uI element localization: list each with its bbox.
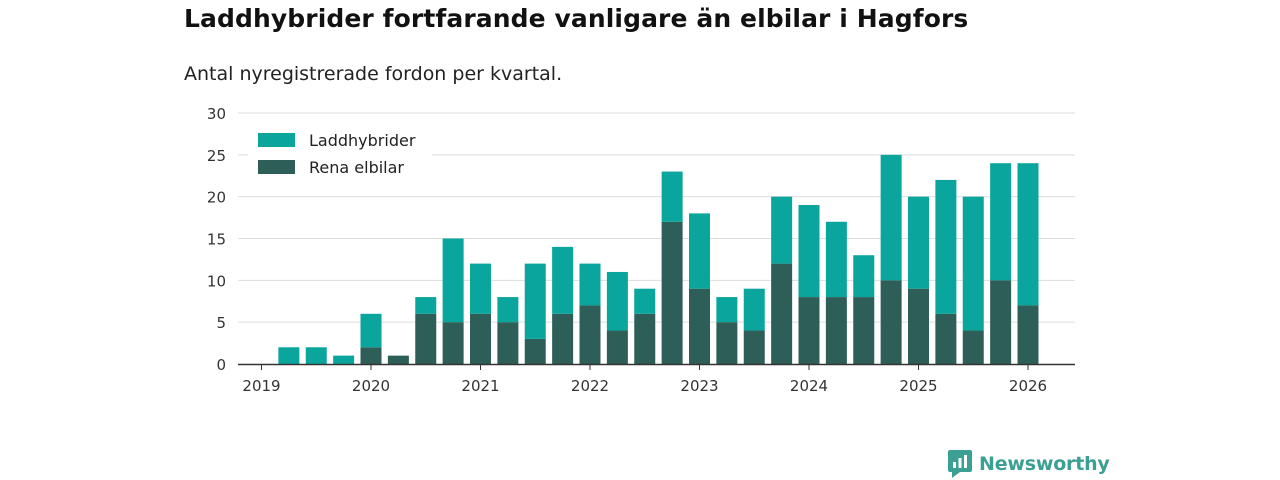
bar-rena-elbilar-2020-Q4 <box>442 322 464 364</box>
bar-rena-elbilar-2020-Q2 <box>387 355 409 364</box>
y-tick-label-20: 20 <box>207 189 226 207</box>
bar-laddhybrider-2024-Q3 <box>853 255 875 298</box>
x-axis: 2019 2020 2021 2022 2023 2024 2025 2026 <box>238 363 1075 395</box>
bar-laddhybrider-2023-Q2 <box>716 297 738 323</box>
bar-rena-elbilar-2025-Q1 <box>908 288 929 364</box>
bar-rena-elbilar-2021-Q2 <box>497 322 519 364</box>
x-tick-label-2020: 2020 <box>352 377 390 395</box>
bar-laddhybrider-2019-Q3 <box>305 347 327 364</box>
bars <box>278 154 1039 364</box>
newsworthy-logo: Newsworthy <box>948 450 1110 478</box>
x-tick-label-2019: 2019 <box>242 377 280 395</box>
legend-swatch-rena-elbilar <box>258 160 295 174</box>
bar-laddhybrider-2024-Q2 <box>825 221 847 298</box>
bar-rena-elbilar-2026-Q1 <box>1017 305 1039 364</box>
legend-label-laddhybrider: Laddhybrider <box>309 131 416 150</box>
bar-laddhybrider-2022-Q3 <box>634 288 656 314</box>
bar-rena-elbilar-2022-Q1 <box>579 305 601 364</box>
bar-rena-elbilar-2023-Q2 <box>716 322 738 364</box>
bar-rena-elbilar-2023-Q3 <box>743 330 765 364</box>
x-tick-label-2021: 2021 <box>461 377 499 395</box>
legend: Laddhybrider Rena elbilar <box>248 127 432 185</box>
bar-laddhybrider-2021-Q4 <box>552 246 574 314</box>
bar-laddhybrider-2023-Q3 <box>743 288 765 331</box>
bar-rena-elbilar-2024-Q4 <box>880 280 902 364</box>
bar-rena-elbilar-2024-Q3 <box>853 297 875 364</box>
newsworthy-logo-icon <box>948 450 972 478</box>
y-tick-label-5: 5 <box>216 314 226 332</box>
bar-laddhybrider-2021-Q3 <box>524 263 546 339</box>
bar-rena-elbilar-2021-Q1 <box>470 313 491 364</box>
x-tick-label-2023: 2023 <box>680 377 718 395</box>
bar-rena-elbilar-2025-Q2 <box>935 313 957 364</box>
bar-laddhybrider-2025-Q3 <box>962 196 984 331</box>
bar-laddhybrider-2021-Q2 <box>497 297 519 323</box>
bar-laddhybrider-2020-Q3 <box>415 297 437 314</box>
bar-rena-elbilar-2024-Q1 <box>798 297 820 364</box>
bar-laddhybrider-2019-Q2 <box>278 347 300 364</box>
bar-rena-elbilar-2021-Q4 <box>552 313 574 364</box>
bar-rena-elbilar-2020-Q1 <box>360 347 382 364</box>
y-tick-label-10: 10 <box>207 272 226 290</box>
bar-laddhybrider-2020-Q1 <box>360 313 382 348</box>
brand-name: Newsworthy <box>979 453 1110 475</box>
bar-rena-elbilar-2023-Q1 <box>689 288 710 364</box>
legend-swatch-laddhybrider <box>258 133 295 147</box>
bar-laddhybrider-2022-Q2 <box>606 271 628 331</box>
bar-laddhybrider-2020-Q4 <box>442 238 464 323</box>
bar-laddhybrider-2019-Q4 <box>333 355 355 364</box>
y-axis: 0 5 10 15 20 25 30 <box>207 105 226 374</box>
x-tick-label-2022: 2022 <box>571 377 609 395</box>
y-tick-label-15: 15 <box>207 231 226 249</box>
bar-rena-elbilar-2023-Q4 <box>771 263 793 364</box>
chart-subtitle: Antal nyregistrerade fordon per kvartal. <box>184 63 563 85</box>
bar-laddhybrider-2023-Q4 <box>771 196 793 264</box>
bar-laddhybrider-2025-Q4 <box>990 163 1012 281</box>
bar-laddhybrider-2026-Q1 <box>1017 163 1039 306</box>
x-tick-label-2026: 2026 <box>1009 377 1047 395</box>
bar-laddhybrider-2025-Q2 <box>935 179 957 314</box>
bar-rena-elbilar-2020-Q3 <box>415 313 437 364</box>
bar-laddhybrider-2021-Q1 <box>470 263 491 314</box>
bar-laddhybrider-2022-Q1 <box>579 263 601 306</box>
bar-rena-elbilar-2022-Q2 <box>606 330 628 364</box>
bar-rena-elbilar-2022-Q3 <box>634 313 656 364</box>
chart-title: Laddhybrider fortfarande vanligare än el… <box>184 4 969 33</box>
bar-laddhybrider-2024-Q1 <box>798 205 820 298</box>
y-tick-label-25: 25 <box>207 147 226 165</box>
bar-rena-elbilar-2024-Q2 <box>825 297 847 364</box>
x-tick-label-2025: 2025 <box>899 377 937 395</box>
bar-laddhybrider-2023-Q1 <box>689 213 710 289</box>
legend-label-rena-elbilar: Rena elbilar <box>309 158 404 177</box>
bar-rena-elbilar-2022-Q4 <box>661 221 683 364</box>
bar-rena-elbilar-2025-Q4 <box>990 280 1012 364</box>
y-tick-label-30: 30 <box>207 105 226 123</box>
bar-rena-elbilar-2021-Q3 <box>524 338 546 364</box>
bar-laddhybrider-2025-Q1 <box>908 196 929 289</box>
y-tick-label-0: 0 <box>216 356 226 374</box>
x-tick-label-2024: 2024 <box>790 377 828 395</box>
bar-laddhybrider-2022-Q4 <box>661 171 683 222</box>
bar-laddhybrider-2024-Q4 <box>880 154 902 281</box>
bar-rena-elbilar-2025-Q3 <box>962 330 984 364</box>
